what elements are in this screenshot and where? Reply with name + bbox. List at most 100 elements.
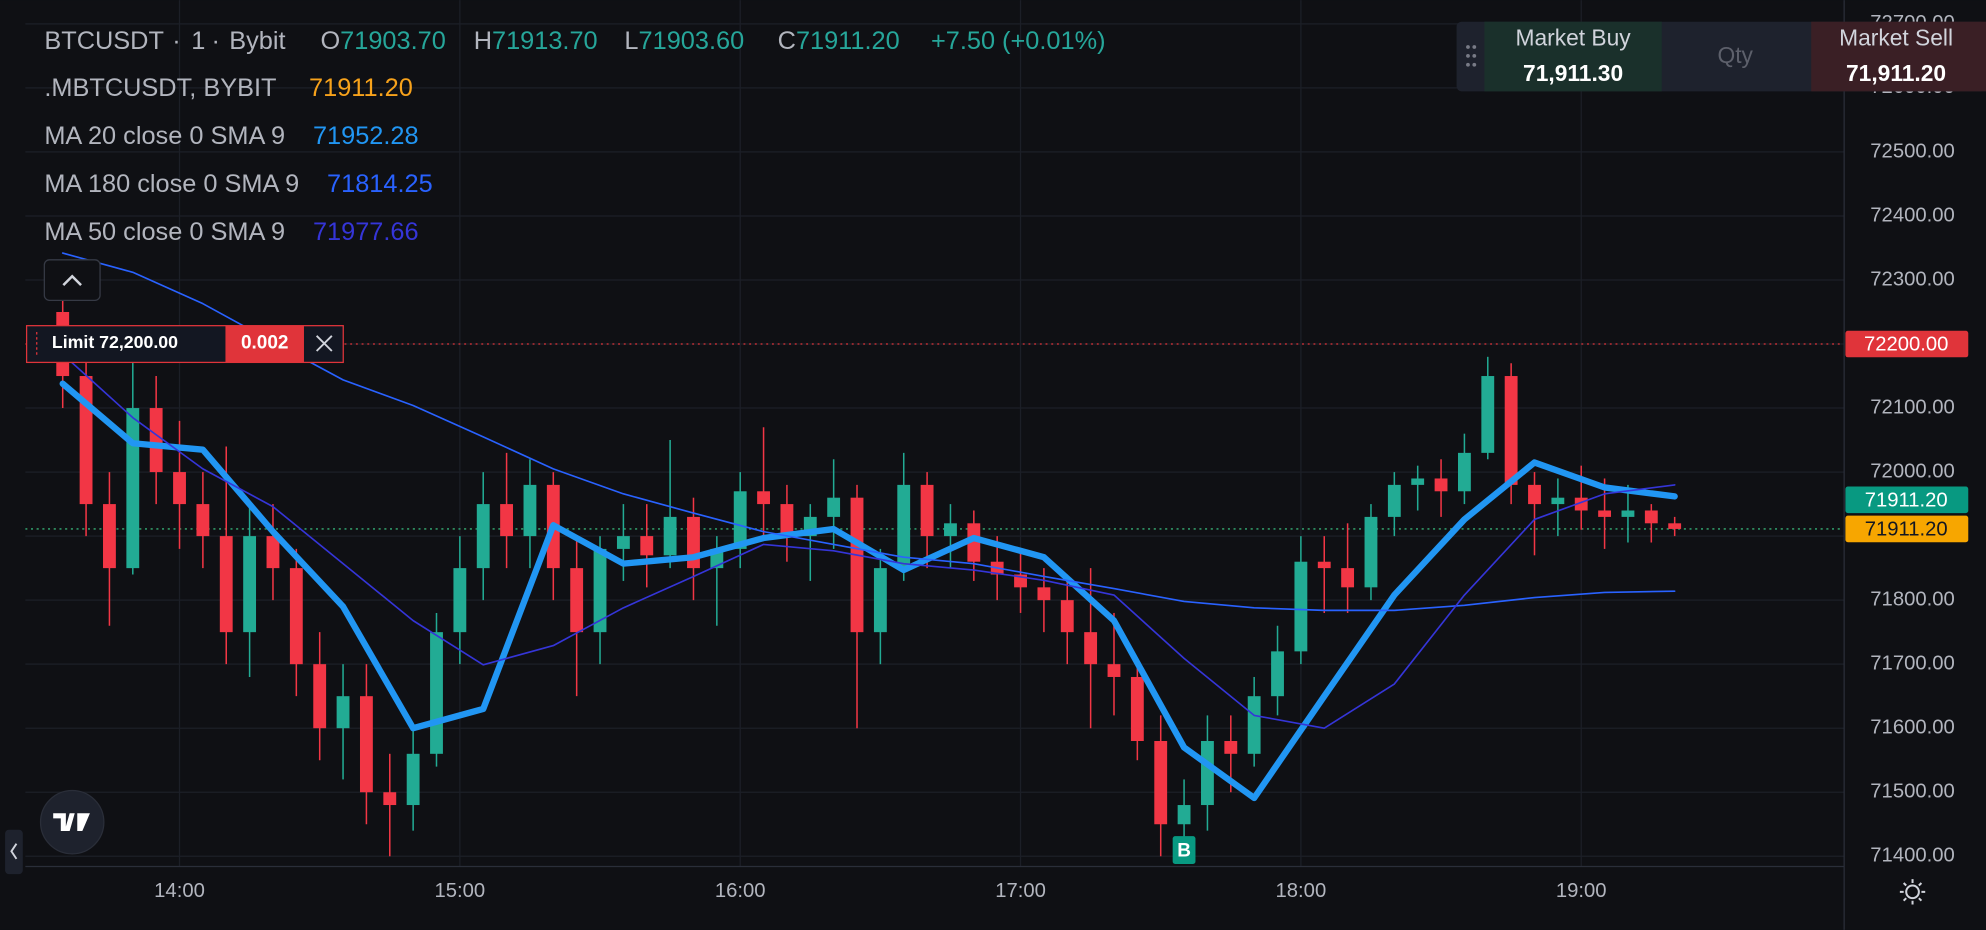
buy-label: Market Buy [1515, 24, 1631, 50]
candle-body [1060, 600, 1074, 633]
candle-body [266, 536, 280, 569]
candle-body [640, 536, 654, 556]
limit-qty: 0.002 [241, 332, 289, 353]
candle-body [126, 408, 140, 569]
ohlc-key: O [320, 27, 340, 55]
candle-body [570, 568, 584, 633]
drag-handle[interactable] [1466, 45, 1477, 67]
candle-body [733, 491, 747, 549]
legend-name: MA 180 close 0 SMA 9 [44, 170, 299, 198]
qty-input[interactable]: Qty [1717, 42, 1753, 68]
price-label: 72200.00 [1864, 334, 1948, 356]
legend-name: MA 20 close 0 SMA 9 [44, 122, 285, 150]
change: +7.50 (+0.01%) [931, 27, 1106, 55]
legend-value: 71952.28 [313, 122, 419, 150]
buy-price: 71,911.30 [1523, 60, 1623, 86]
ohlc-value: 71903.70 [340, 27, 446, 55]
candle-body [1387, 484, 1401, 517]
candle-body [1411, 478, 1425, 485]
price-label: 71911.20 [1865, 519, 1948, 541]
candle-body [1037, 587, 1051, 601]
candle-body [196, 504, 210, 537]
y-tick-label: 71500.00 [1870, 781, 1954, 803]
settings-icon[interactable] [1899, 879, 1926, 905]
candle-body [430, 632, 443, 754]
market-sell-button[interactable]: Market Sell 71,911.20 [1811, 21, 1986, 92]
candle-body [1107, 664, 1121, 677]
sell-price: 71,911.20 [1846, 60, 1946, 86]
logo[interactable] [39, 789, 105, 855]
candle-body [873, 568, 887, 633]
y-tick-label: 71400.00 [1870, 845, 1954, 867]
sell-label: Market Sell [1839, 24, 1953, 50]
legend: MA 20 close 0 SMA 9 71952.28 MA 180 close … [44, 122, 432, 246]
candle-body [780, 504, 794, 537]
candle-body [967, 523, 981, 562]
separator: · [212, 27, 220, 55]
candle-body [1201, 741, 1214, 806]
axes: 71400.00 71500.00 71600.00 71700.00 71800.00… [154, 12, 1969, 902]
x-tick-label: 18:00 [1276, 880, 1327, 902]
y-tick-label: 72400.00 [1870, 204, 1954, 226]
compare-name: .MBTCUSDT, BYBIT [44, 74, 276, 102]
candle-body [920, 484, 934, 537]
candle-body [1294, 561, 1308, 652]
y-tick-label: 72100.00 [1870, 396, 1954, 418]
x-tick-label: 14:00 [154, 880, 205, 902]
collapse-button[interactable] [43, 259, 101, 301]
symbol-line: BTCUSDT · 1 · Bybit O71903.70 H71913.70 … [44, 27, 1105, 55]
market-buy-button[interactable]: Market Buy 71,911.30 [1484, 21, 1662, 92]
candle-body [383, 792, 397, 806]
y-tick-label: 71800.00 [1870, 588, 1954, 610]
candle-body [336, 696, 350, 729]
legend-value: 71977.66 [313, 218, 419, 246]
side-tab[interactable] [5, 829, 23, 875]
cancel-icon[interactable] [315, 335, 333, 352]
y-tick-label: 71600.00 [1870, 717, 1954, 739]
price-label: 71911.20 [1865, 489, 1948, 511]
legend-name: MA 50 close 0 SMA 9 [44, 218, 285, 246]
ohlc-key: L [624, 27, 638, 55]
candle-body [289, 568, 303, 665]
y-tick-label: 72500.00 [1870, 140, 1954, 162]
ma-line [61, 252, 1676, 612]
candle-body [1481, 376, 1495, 453]
compare-line: .MBTCUSDT, BYBIT 71911.20 [44, 74, 412, 102]
ohlc-value: 71903.60 [639, 27, 745, 55]
candle-body [1364, 516, 1378, 588]
candle-body [850, 497, 864, 633]
price-label-box [1845, 330, 1969, 358]
candle-body [453, 568, 467, 633]
x-tick-label: 17:00 [995, 880, 1046, 902]
legend-value: 71814.25 [327, 170, 433, 198]
candle-body [1621, 510, 1635, 517]
candle-body [500, 504, 514, 537]
candle-body [173, 472, 186, 505]
candle-body [1247, 696, 1261, 754]
candle-body [476, 504, 490, 569]
ma-line [61, 353, 1676, 730]
trade-marker-label: B [1177, 840, 1191, 861]
legend-entry: MA 20 close 0 SMA 9 71952.28 [44, 122, 418, 150]
candle-body [1434, 478, 1448, 492]
candle-body [359, 696, 373, 793]
candle-body [1598, 510, 1612, 517]
candle-body [1224, 741, 1238, 754]
x-tick-label: 19:00 [1556, 880, 1607, 902]
ohlc-value: 71911.20 [796, 27, 900, 55]
exchange: Bybit [229, 27, 285, 55]
candle-body [313, 664, 327, 729]
candle-body [1177, 805, 1191, 825]
limit-order[interactable]: Limit 72,200.00 0.002 [25, 325, 344, 364]
candle-body [1528, 484, 1541, 505]
order-panel: Market Buy 71,911.30 Qty Market Sell 71,… [1456, 21, 1986, 92]
symbol: BTCUSDT [44, 27, 164, 55]
candle-body [1341, 568, 1355, 588]
candle-body [406, 753, 420, 806]
candle-body [616, 536, 630, 549]
compare-value: 71911.20 [309, 74, 413, 102]
ohlc-value: 71913.70 [492, 27, 598, 55]
